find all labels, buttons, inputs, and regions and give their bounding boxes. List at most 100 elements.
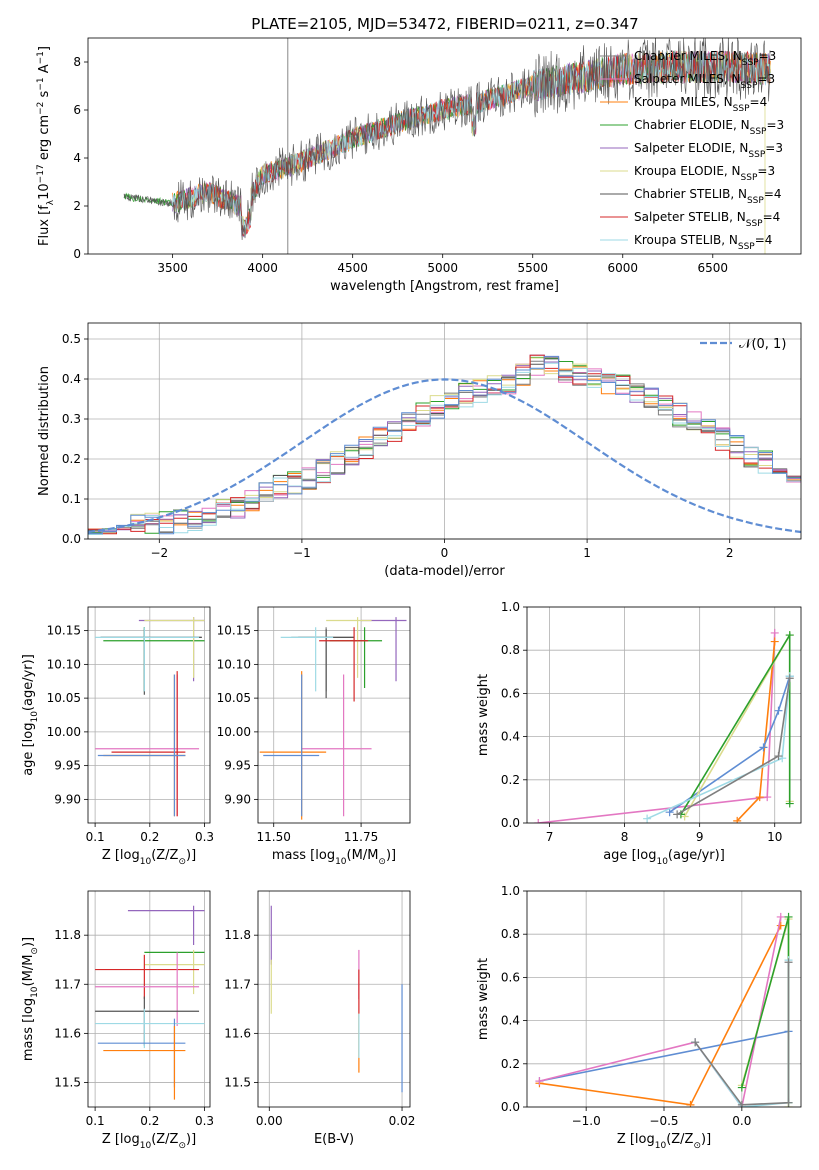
tick-label-x: −2 (150, 546, 168, 560)
mass-weight-marker (733, 816, 742, 823)
tick-label-x: 0.00 (256, 1114, 283, 1128)
tick-label-y: 10.15 (47, 624, 81, 638)
legend-entry: Chabrier STELIB, NSSP=4 (634, 187, 782, 206)
figure-title: PLATE=2105, MJD=53472, FIBERID=0211, z=0… (251, 15, 638, 33)
histogram-step (88, 355, 801, 535)
tick-label-y: 10.00 (217, 725, 251, 739)
legend-entry: Salpeter ELODIE, NSSP=3 (634, 141, 783, 160)
tick-label-y: 11.6 (224, 1026, 251, 1040)
mass-weight-marker (643, 814, 652, 823)
mass-weight-marker (785, 674, 794, 683)
tick-label-y: 0.0 (501, 816, 520, 830)
mass-weight-marker (770, 637, 779, 646)
tick-label-x: 7 (546, 830, 554, 844)
tick-label-y: 8 (73, 55, 81, 69)
tick-label-x: −1.0 (572, 1114, 601, 1128)
tick-label-y: 9.90 (224, 792, 251, 806)
tick-label-y: 0.4 (501, 730, 520, 744)
legend-entry: Kroupa STELIB, NSSP=4 (634, 233, 772, 252)
tick-label-x: 8 (621, 830, 629, 844)
tick-label-x: 4500 (337, 261, 368, 275)
tick-label-y: 0.2 (501, 773, 520, 787)
tick-label-y: 10.05 (217, 691, 251, 705)
y-axis-label: age [log10(age/yr)] (21, 654, 40, 776)
tick-label-y: 0.6 (501, 970, 520, 984)
mass-weight-line (741, 918, 790, 1107)
y-axis-label: mass weight (476, 674, 491, 756)
tick-label-y: 9.95 (224, 759, 251, 773)
mass-weight-marker (776, 912, 785, 921)
tick-label-y: 1.0 (501, 600, 520, 614)
x-axis-label: (data-model)/error (384, 564, 505, 579)
tick-label-x: 0.1 (86, 830, 105, 844)
x-axis-label: Z [log10(Z/Z⊙)] (617, 1132, 711, 1151)
axes-frame (87, 606, 211, 824)
axes-mass_vs_ebv: 0.00 0.02 11.5 11.6 11.7 11.8 E(B-V) (224, 890, 416, 1147)
tick-label-x: 11.75 (344, 830, 378, 844)
tick-label-y: 1.0 (501, 884, 520, 898)
tick-label-y: 9.90 (54, 792, 81, 806)
mass-weight-marker (691, 1038, 700, 1047)
axes-mass_vs_Z: 0.1 0.2 0.3 11.5 11.6 11.7 11.8 Z [log10(Z/Z⊙)]… (21, 890, 214, 1151)
mass-weight-marker (534, 819, 543, 823)
tick-label-x: 0.02 (389, 1114, 416, 1128)
tick-label-x: 4000 (247, 261, 278, 275)
tick-label-y: 0.0 (62, 532, 81, 546)
legend-entry: Salpeter MILES, NSSP=3 (634, 72, 775, 91)
tick-label-y: 11.6 (54, 1026, 81, 1040)
tick-label-y: 0.4 (501, 1014, 520, 1028)
tick-label-y: 11.5 (224, 1075, 251, 1089)
axes-mass_weight_vs_Z: −1.0 −0.5 0.0 0.0 0.2 0.4 0.6 0.8 1.0 Z [log10(Z/… (476, 884, 802, 1151)
tick-label-y: 0.8 (501, 643, 520, 657)
mass-weight-marker (737, 1100, 746, 1107)
x-axis-label: wavelength [Angstrom, rest frame] (330, 279, 559, 294)
tick-label-x: 0.3 (195, 1114, 214, 1128)
mass-weight-marker (763, 793, 772, 802)
mass-weight-line (694, 962, 790, 1106)
tick-label-y: 0.1 (62, 492, 81, 506)
tick-label-x: 5000 (427, 261, 458, 275)
axes-age_vs_mass: 11.50 11.75 9.90 9.95 10.00 10.05 10.10 10.15 ma… (217, 606, 411, 867)
mass-weight-marker (776, 921, 785, 930)
tick-label-y: 0.5 (62, 332, 81, 346)
tick-label-y: 0.6 (501, 686, 520, 700)
y-axis-label: mass weight (476, 958, 491, 1040)
tick-label-y: 10.05 (47, 691, 81, 705)
mass-weight-marker (673, 810, 682, 819)
x-axis-label: Z [log10(Z/Z⊙)] (102, 848, 196, 867)
mass-weight-line (539, 1030, 789, 1082)
legend-entry: Kroupa MILES, NSSP=4 (634, 95, 767, 114)
tick-label-x: −1 (293, 546, 311, 560)
y-axis-label: mass [log10(M/M⊙)] (21, 937, 40, 1061)
tick-label-y: 10.10 (217, 657, 251, 671)
plot-layer: 3500 4000 4500 5000 5500 6000 6500 0 2 4 6 8 wavelen… (21, 37, 802, 1151)
legend-entry: Salpeter STELIB, NSSP=4 (634, 210, 780, 229)
mass-weight-marker (784, 1098, 793, 1107)
axes-frame (257, 606, 411, 824)
tick-label-x: 0.2 (140, 830, 159, 844)
tick-label-y: 9.95 (54, 759, 81, 773)
mass-weight-line (538, 632, 776, 823)
gaussian-curve (87, 378, 802, 534)
tick-label-y: 0.2 (501, 1057, 520, 1071)
tick-label-x: 0 (441, 546, 449, 560)
tick-label-y: 0.0 (501, 1100, 520, 1114)
mass-weight-marker (774, 752, 783, 761)
tick-label-y: 10.00 (47, 725, 81, 739)
mass-weight-marker (686, 1100, 695, 1107)
mass-weight-marker (784, 912, 793, 921)
x-axis-label: E(B-V) (314, 1132, 354, 1147)
mass-weight-marker (778, 754, 787, 763)
tick-label-y: 6 (73, 103, 81, 117)
histogram-step (88, 362, 801, 535)
y-axis-label: Flux [fλ10−17 erg cm−2 s−1 A−1] (36, 46, 56, 246)
tick-label-x: 0.2 (140, 1114, 159, 1128)
mass-weight-marker (770, 628, 779, 637)
mass-weight-marker (737, 1083, 746, 1092)
tick-label-x: 2 (726, 546, 734, 560)
x-axis-label: mass [log10(M/M⊙)] (272, 848, 396, 867)
tick-label-y: 0 (73, 247, 81, 261)
tick-label-x: 9 (696, 830, 704, 844)
axes-age_vs_Z: 0.1 0.2 0.3 9.90 9.95 10.00 10.05 10.10 10.15 Z [… (21, 606, 214, 867)
